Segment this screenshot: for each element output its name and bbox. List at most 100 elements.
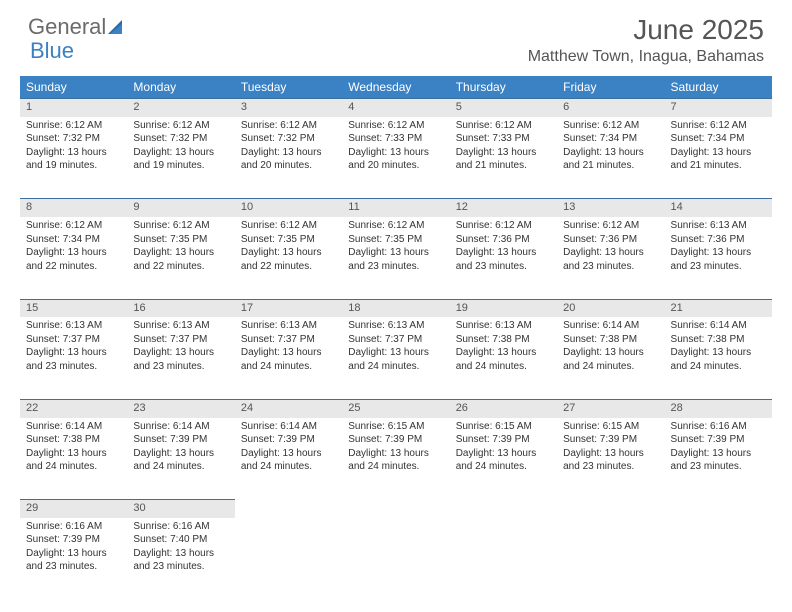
sunrise-text: Sunrise: 6:12 AM	[348, 120, 443, 133]
weekday-header: Monday	[127, 76, 234, 99]
weekday-header: Tuesday	[235, 76, 342, 99]
day-cell-body: Sunrise: 6:12 AMSunset: 7:34 PMDaylight:…	[665, 117, 772, 178]
sunrise-text: Sunrise: 6:13 AM	[241, 320, 336, 333]
sunset-text: Sunset: 7:32 PM	[26, 133, 121, 146]
day-cell-body: Sunrise: 6:13 AMSunset: 7:36 PMDaylight:…	[665, 217, 772, 278]
day-cell	[450, 518, 557, 600]
day-cell: Sunrise: 6:12 AMSunset: 7:36 PMDaylight:…	[450, 217, 557, 299]
day-number-cell: 25	[342, 399, 449, 417]
day-number-cell: 29	[20, 500, 127, 518]
title-block: June 2025 Matthew Town, Inagua, Bahamas	[528, 14, 764, 66]
daylight-text: and 23 minutes.	[348, 261, 443, 274]
daylight-text: Daylight: 13 hours	[456, 347, 551, 360]
sunset-text: Sunset: 7:39 PM	[563, 434, 658, 447]
weekday-header: Sunday	[20, 76, 127, 99]
daylight-text: and 24 minutes.	[26, 461, 121, 474]
daylight-text: and 22 minutes.	[26, 261, 121, 274]
location: Matthew Town, Inagua, Bahamas	[528, 48, 764, 66]
day-cell: Sunrise: 6:13 AMSunset: 7:37 PMDaylight:…	[20, 317, 127, 399]
sunset-text: Sunset: 7:40 PM	[133, 534, 228, 547]
sunrise-text: Sunrise: 6:14 AM	[133, 421, 228, 434]
daylight-text: and 24 minutes.	[348, 361, 443, 374]
day-cell: Sunrise: 6:13 AMSunset: 7:37 PMDaylight:…	[235, 317, 342, 399]
day-cell: Sunrise: 6:12 AMSunset: 7:36 PMDaylight:…	[557, 217, 664, 299]
daylight-text: and 23 minutes.	[563, 261, 658, 274]
sunrise-text: Sunrise: 6:14 AM	[241, 421, 336, 434]
day-cell: Sunrise: 6:13 AMSunset: 7:37 PMDaylight:…	[342, 317, 449, 399]
day-number-cell: 24	[235, 399, 342, 417]
day-body-row: Sunrise: 6:13 AMSunset: 7:37 PMDaylight:…	[20, 317, 772, 399]
day-number-cell: 11	[342, 199, 449, 217]
day-body-row: Sunrise: 6:12 AMSunset: 7:34 PMDaylight:…	[20, 217, 772, 299]
sunrise-text: Sunrise: 6:12 AM	[26, 220, 121, 233]
sunset-text: Sunset: 7:38 PM	[671, 334, 766, 347]
sunset-text: Sunset: 7:33 PM	[348, 133, 443, 146]
sunrise-text: Sunrise: 6:16 AM	[671, 421, 766, 434]
day-number-row: 1234567	[20, 99, 772, 117]
day-number-cell: 3	[235, 99, 342, 117]
day-number-cell: 20	[557, 299, 664, 317]
sunset-text: Sunset: 7:38 PM	[26, 434, 121, 447]
daylight-text: Daylight: 13 hours	[671, 347, 766, 360]
day-cell: Sunrise: 6:12 AMSunset: 7:32 PMDaylight:…	[235, 117, 342, 199]
day-number-cell: 7	[665, 99, 772, 117]
day-cell	[342, 518, 449, 600]
daylight-text: and 23 minutes.	[671, 461, 766, 474]
month-title: June 2025	[528, 14, 764, 46]
day-cell-body: Sunrise: 6:15 AMSunset: 7:39 PMDaylight:…	[450, 418, 557, 479]
header: General June 2025 Matthew Town, Inagua, …	[0, 0, 792, 70]
daylight-text: and 21 minutes.	[456, 160, 551, 173]
day-cell-body: Sunrise: 6:12 AMSunset: 7:34 PMDaylight:…	[20, 217, 127, 278]
daylight-text: and 24 minutes.	[241, 461, 336, 474]
day-cell-body: Sunrise: 6:14 AMSunset: 7:39 PMDaylight:…	[127, 418, 234, 479]
day-cell: Sunrise: 6:14 AMSunset: 7:38 PMDaylight:…	[557, 317, 664, 399]
daylight-text: Daylight: 13 hours	[26, 548, 121, 561]
sunrise-text: Sunrise: 6:14 AM	[26, 421, 121, 434]
day-cell-body: Sunrise: 6:16 AMSunset: 7:40 PMDaylight:…	[127, 518, 234, 579]
day-cell: Sunrise: 6:12 AMSunset: 7:33 PMDaylight:…	[342, 117, 449, 199]
sunset-text: Sunset: 7:37 PM	[133, 334, 228, 347]
daylight-text: Daylight: 13 hours	[348, 448, 443, 461]
day-cell: Sunrise: 6:13 AMSunset: 7:37 PMDaylight:…	[127, 317, 234, 399]
day-number-cell: 18	[342, 299, 449, 317]
day-number-cell	[557, 500, 664, 518]
sunset-text: Sunset: 7:36 PM	[671, 234, 766, 247]
day-cell-body: Sunrise: 6:15 AMSunset: 7:39 PMDaylight:…	[557, 418, 664, 479]
daylight-text: Daylight: 13 hours	[133, 247, 228, 260]
day-body-row: Sunrise: 6:12 AMSunset: 7:32 PMDaylight:…	[20, 117, 772, 199]
day-cell-body: Sunrise: 6:12 AMSunset: 7:33 PMDaylight:…	[450, 117, 557, 178]
day-number-cell: 27	[557, 399, 664, 417]
day-number-cell: 12	[450, 199, 557, 217]
sunrise-text: Sunrise: 6:12 AM	[456, 120, 551, 133]
sunrise-text: Sunrise: 6:12 AM	[133, 220, 228, 233]
daylight-text: Daylight: 13 hours	[563, 247, 658, 260]
daylight-text: and 19 minutes.	[26, 160, 121, 173]
day-cell-body: Sunrise: 6:12 AMSunset: 7:35 PMDaylight:…	[235, 217, 342, 278]
sunset-text: Sunset: 7:34 PM	[671, 133, 766, 146]
day-cell-body: Sunrise: 6:12 AMSunset: 7:32 PMDaylight:…	[127, 117, 234, 178]
day-cell: Sunrise: 6:15 AMSunset: 7:39 PMDaylight:…	[342, 418, 449, 500]
day-number-row: 22232425262728	[20, 399, 772, 417]
day-cell-body: Sunrise: 6:15 AMSunset: 7:39 PMDaylight:…	[342, 418, 449, 479]
sunset-text: Sunset: 7:32 PM	[241, 133, 336, 146]
day-number-row: 891011121314	[20, 199, 772, 217]
day-cell-body: Sunrise: 6:14 AMSunset: 7:38 PMDaylight:…	[665, 317, 772, 378]
sunrise-text: Sunrise: 6:16 AM	[26, 521, 121, 534]
daylight-text: and 23 minutes.	[26, 561, 121, 574]
day-cell-body: Sunrise: 6:12 AMSunset: 7:32 PMDaylight:…	[235, 117, 342, 178]
day-cell-body: Sunrise: 6:13 AMSunset: 7:37 PMDaylight:…	[235, 317, 342, 378]
logo-text-2: Blue	[30, 38, 74, 64]
day-cell: Sunrise: 6:12 AMSunset: 7:34 PMDaylight:…	[557, 117, 664, 199]
sunrise-text: Sunrise: 6:12 AM	[563, 220, 658, 233]
daylight-text: Daylight: 13 hours	[563, 347, 658, 360]
sunrise-text: Sunrise: 6:13 AM	[671, 220, 766, 233]
day-number-cell: 6	[557, 99, 664, 117]
day-cell: Sunrise: 6:12 AMSunset: 7:32 PMDaylight:…	[127, 117, 234, 199]
day-cell-body: Sunrise: 6:12 AMSunset: 7:32 PMDaylight:…	[20, 117, 127, 178]
sunset-text: Sunset: 7:39 PM	[348, 434, 443, 447]
day-cell: Sunrise: 6:13 AMSunset: 7:36 PMDaylight:…	[665, 217, 772, 299]
day-cell: Sunrise: 6:14 AMSunset: 7:39 PMDaylight:…	[235, 418, 342, 500]
day-cell-body: Sunrise: 6:12 AMSunset: 7:34 PMDaylight:…	[557, 117, 664, 178]
day-number-cell: 9	[127, 199, 234, 217]
sunset-text: Sunset: 7:37 PM	[241, 334, 336, 347]
